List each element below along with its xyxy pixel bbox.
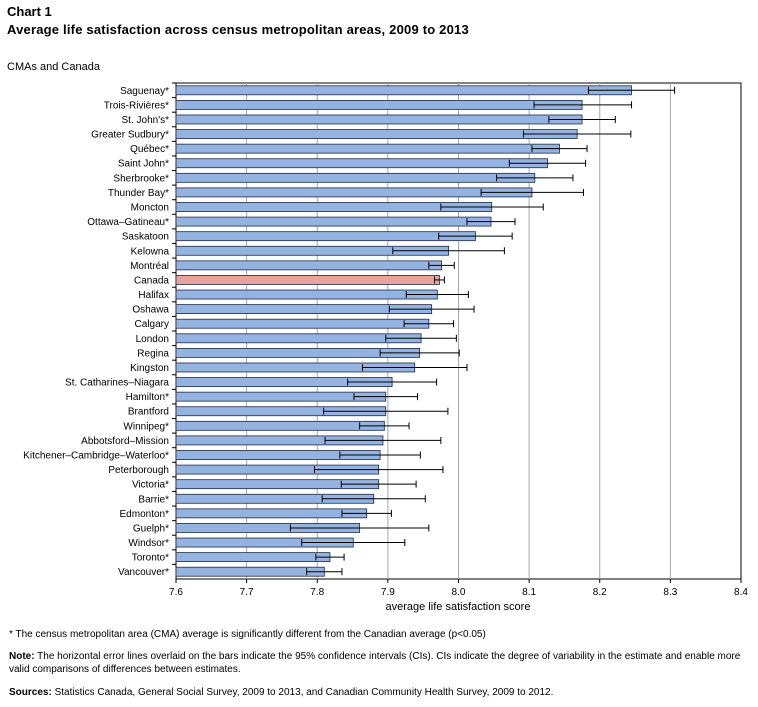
bar xyxy=(175,172,536,183)
bar xyxy=(175,231,476,242)
x-tick-label: 7.8 xyxy=(310,587,324,598)
x-tick-label: 8.0 xyxy=(452,587,466,598)
category-label: Ottawa–Gatineau* xyxy=(87,217,169,228)
category-label: Winnipeg* xyxy=(123,421,169,432)
note-footnote: Note: The horizontal error lines overlai… xyxy=(9,650,744,676)
category-label: Abbotsford–Mission xyxy=(81,436,169,447)
sources-text: Statistics Canada, General Social Survey… xyxy=(51,687,554,698)
bar xyxy=(175,275,440,285)
category-label: Windsor* xyxy=(128,538,169,549)
category-label: Toronto* xyxy=(132,553,169,564)
category-label: Saguenay* xyxy=(120,86,169,97)
bar xyxy=(175,99,583,110)
category-label: Halifax xyxy=(138,290,169,301)
x-tick-label: 7.7 xyxy=(240,587,254,598)
x-tick-label: 8.1 xyxy=(522,587,536,598)
category-label: Hamilton* xyxy=(126,392,169,403)
note-text: The horizontal error lines overlaid on t… xyxy=(9,651,741,675)
sources-label: Sources: xyxy=(9,687,52,698)
category-label: Victoria* xyxy=(132,480,169,491)
category-label: Montréal xyxy=(130,261,169,272)
category-label: Kelowna xyxy=(131,246,170,257)
category-label: Kitchener–Cambridge–Waterloo* xyxy=(23,451,169,462)
category-label: Barrie* xyxy=(138,494,169,505)
category-label: Saint John* xyxy=(118,159,169,170)
category-label: Brantford xyxy=(128,407,169,418)
note-label: Note: xyxy=(9,651,35,662)
category-label: Guelph* xyxy=(133,523,169,534)
category-label: Trois-Rivières* xyxy=(104,100,169,111)
category-label: Thunder Bay* xyxy=(108,188,169,199)
category-label: Calgary xyxy=(135,319,169,330)
x-axis-label: average life satisfaction score xyxy=(386,601,531,613)
x-tick-label: 8.3 xyxy=(663,587,677,598)
bar xyxy=(175,318,430,329)
sources-footnote: Sources: Statistics Canada, General Soci… xyxy=(9,686,744,699)
bar xyxy=(175,129,578,139)
chart-title: Average life satisfaction across census … xyxy=(7,22,469,37)
bar xyxy=(175,216,492,227)
category-label: Saskatoon xyxy=(122,232,169,243)
category-label: St. John's* xyxy=(122,115,170,126)
bar xyxy=(175,508,368,519)
bar xyxy=(175,143,560,154)
x-tick-label: 8.2 xyxy=(593,587,607,598)
bar xyxy=(175,552,331,563)
bar xyxy=(175,333,422,344)
significance-footnote: * The census metropolitan area (CMA) ave… xyxy=(9,629,486,640)
category-label: Edmonton* xyxy=(120,509,170,520)
category-label: London xyxy=(136,334,169,345)
category-label: Vancouver* xyxy=(118,567,169,578)
bar xyxy=(175,420,385,431)
category-label: Sherbrooke* xyxy=(113,173,169,184)
category-label: Oshawa xyxy=(132,305,169,316)
bar xyxy=(175,85,632,96)
bar xyxy=(175,260,442,271)
category-label: Québec* xyxy=(130,144,169,155)
category-label: St. Catharines–Niagara xyxy=(65,378,169,389)
bar xyxy=(175,158,548,169)
chart-subtitle: CMAs and Canada xyxy=(7,61,100,73)
bar xyxy=(175,566,325,577)
category-label: Canada xyxy=(134,275,169,286)
x-tick-label: 8.4 xyxy=(734,587,748,598)
category-label: Greater Sudbury* xyxy=(91,130,169,141)
bar-chart: Saguenay* Trois-Rivières* St. John's* Great… xyxy=(23,82,748,613)
bar xyxy=(175,289,438,300)
x-tick-label: 7.6 xyxy=(169,587,183,598)
category-label: Peterborough xyxy=(108,465,169,476)
bar xyxy=(175,187,533,198)
category-label: Moncton xyxy=(131,203,169,214)
category-label: Regina xyxy=(137,348,169,359)
category-label: Kingston xyxy=(130,363,169,374)
bar xyxy=(175,114,583,125)
chart-number: Chart 1 xyxy=(7,4,52,19)
x-tick-label: 7.9 xyxy=(381,587,395,598)
